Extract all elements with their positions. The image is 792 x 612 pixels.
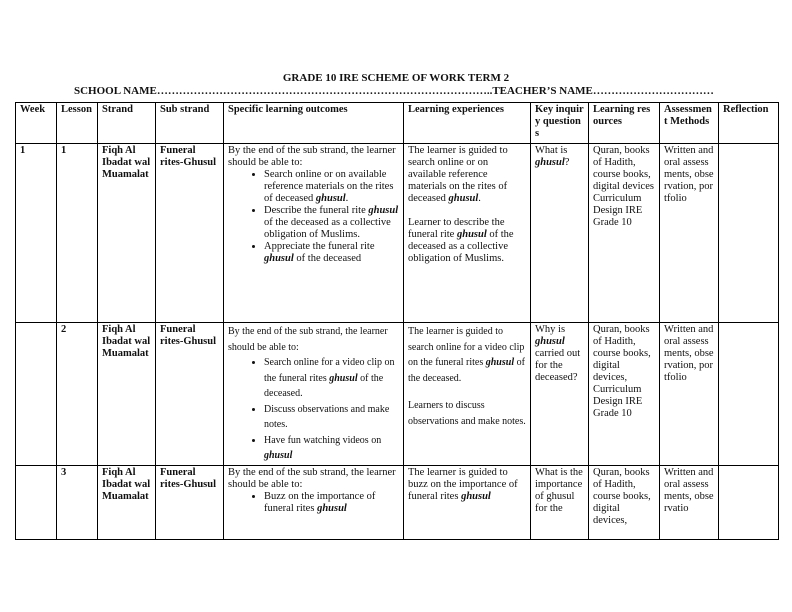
table-row: 2 Fiqh Al Ibadat wal Muamalat Funeral ri…	[15, 322, 779, 466]
outcome-item: Have fun watching videos on ghusul	[264, 433, 399, 464]
scheme-of-work-table: Week Lesson Strand Sub strand Specific l…	[15, 102, 779, 540]
experiences-cell: The learner is guided to buzz on the imp…	[403, 464, 531, 540]
header-row: Week Lesson Strand Sub strand Specific l…	[15, 102, 779, 144]
assessment-cell: Written and oral assessments, observatio	[659, 464, 719, 540]
strand-cell: Fiqh Al Ibadat wal Muamalat	[97, 322, 156, 466]
outcome-item: Search online for a video clip on the fu…	[264, 355, 399, 402]
assessment-cell: Written and oral assessments, observatio…	[659, 322, 719, 466]
outcomes-cell: By the end of the sub strand, the learne…	[223, 143, 404, 323]
resources-cell: Quran, books of Hadith, course books, di…	[588, 322, 660, 466]
table-row: 1 1 Fiqh Al Ibadat wal Muamalat Funeral …	[15, 143, 779, 323]
week-cell: 1	[15, 143, 57, 323]
header-reflection: Reflection	[718, 102, 779, 144]
outcomes-cell: By the end of the sub strand, the learne…	[223, 464, 404, 540]
week-cell	[15, 322, 57, 466]
strand-cell: Fiqh Al Ibadat wal Muamalat	[97, 464, 156, 540]
reflection-cell	[718, 143, 779, 323]
lesson-cell: 3	[56, 464, 98, 540]
experience-item: Learners to discuss observations and mak…	[408, 400, 526, 427]
experience-item: The learner is guided to buzz on the imp…	[408, 466, 518, 502]
inquiry-question-cell: What is the importance of ghusul for the	[530, 464, 589, 540]
resources-cell: Quran, books of Hadith, course books, di…	[588, 143, 660, 323]
header-experiences: Learning experiences	[403, 102, 531, 144]
outcome-item: Buzz on the importance of funeral rites …	[264, 491, 399, 515]
lesson-cell: 1	[56, 143, 98, 323]
experiences-cell: The learner is guided to search online f…	[403, 322, 531, 466]
assessment-cell: Written and oral assessments, observatio…	[659, 143, 719, 323]
strand-cell: Fiqh Al Ibadat wal Muamalat	[97, 143, 156, 323]
header-outcomes: Specific learning outcomes	[223, 102, 404, 144]
experience-item: Learner to describe the funeral rite ghu…	[408, 217, 514, 264]
outcomes-intro: By the end of the sub strand, the learne…	[228, 326, 388, 353]
header-assessment: Assessment Methods	[659, 102, 719, 144]
header-strand: Strand	[97, 102, 156, 144]
outcome-item: Appreciate the funeral rite ghusul of th…	[264, 241, 399, 265]
reflection-cell	[718, 322, 779, 466]
outcome-item: Describe the funeral rite ghusul of the …	[264, 205, 399, 241]
inquiry-question-cell: Why is ghusul carried out for the deceas…	[530, 322, 589, 466]
resources-cell: Quran, books of Hadith, course books, di…	[588, 464, 660, 540]
outcomes-cell: By the end of the sub strand, the learne…	[223, 322, 404, 466]
week-cell	[15, 464, 57, 540]
sub-strand-cell: Funeral rites-Ghusul	[155, 322, 224, 466]
header-questions: Key inquiry questions	[530, 102, 589, 144]
header-week: Week	[15, 102, 57, 144]
inquiry-question-cell: What is ghusul?	[530, 143, 589, 323]
experience-item: The learner is guided to search online o…	[408, 145, 508, 204]
table-row: 3 Fiqh Al Ibadat wal Muamalat Funeral ri…	[15, 464, 779, 540]
experience-item: The learner is guided to search online f…	[408, 326, 525, 384]
reflection-cell	[718, 464, 779, 540]
header-sub-strand: Sub strand	[155, 102, 224, 144]
outcomes-intro: By the end of the sub strand, the learne…	[228, 145, 396, 168]
experiences-cell: The learner is guided to search online o…	[403, 143, 531, 323]
document-title: GRADE 10 IRE SCHEME OF WORK TERM 2	[282, 72, 510, 84]
outcome-item: Search online or on available reference …	[264, 169, 399, 205]
header-lesson: Lesson	[56, 102, 98, 144]
outcome-item: Discuss observations and make notes.	[264, 402, 399, 433]
school-teacher-line: SCHOOL NAME………………………………………………………………………………	[74, 85, 714, 97]
sub-strand-cell: Funeral rites-Ghusul	[155, 143, 224, 323]
header-resources: Learning resources	[588, 102, 660, 144]
lesson-cell: 2	[56, 322, 98, 466]
outcomes-intro: By the end of the sub strand, the learne…	[228, 466, 396, 490]
sub-strand-cell: Funeral rites-Ghusul	[155, 464, 224, 540]
